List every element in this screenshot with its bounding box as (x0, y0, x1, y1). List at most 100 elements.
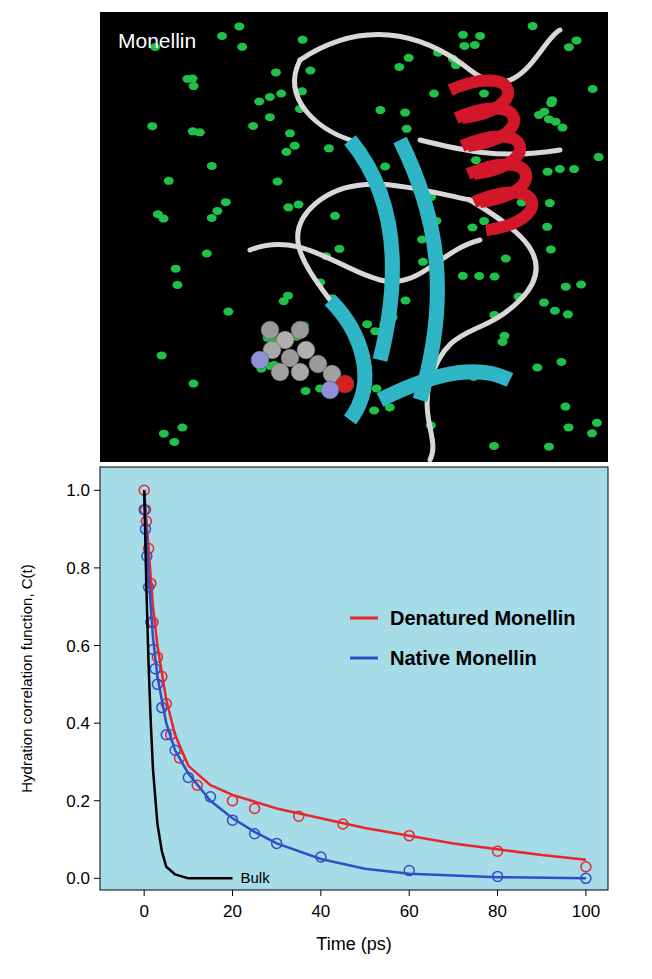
data-line (144, 490, 232, 878)
water-dot (563, 310, 573, 318)
water-dot (587, 429, 597, 437)
water-dot (171, 265, 181, 273)
water-dot (265, 93, 275, 101)
water-dot (594, 153, 604, 161)
water-dot (159, 430, 169, 438)
water-dot (500, 332, 510, 340)
water-dot (248, 122, 258, 130)
legend-label: Native Monellin (390, 647, 537, 669)
x-tick (232, 890, 233, 896)
water-dot (372, 385, 382, 393)
helix-turn (474, 193, 532, 230)
water-dot (298, 36, 308, 44)
atom (291, 363, 309, 381)
y-tick (94, 723, 100, 724)
water-dot (271, 68, 281, 76)
x-tick (497, 890, 498, 896)
y-tick-label: 0.8 (66, 559, 90, 578)
y-tick (94, 800, 100, 801)
water-dot (212, 207, 222, 215)
water-dot (490, 273, 500, 281)
y-tick (94, 878, 100, 879)
water-dot (294, 201, 304, 209)
water-dot (202, 250, 212, 258)
water-dot (290, 142, 300, 150)
water-dot (330, 212, 340, 220)
water-dot (418, 258, 428, 266)
water-dot (283, 203, 293, 211)
water-dot (221, 198, 231, 206)
water-dot (588, 85, 598, 93)
y-tick-label: 0.2 (66, 792, 90, 811)
water-dot (402, 125, 412, 133)
water-dot (558, 124, 568, 132)
protein-image: Monellin (100, 12, 608, 462)
water-dot (265, 113, 275, 121)
water-dot (207, 214, 217, 222)
helix (450, 81, 532, 230)
water-dot (189, 380, 199, 388)
atom (321, 381, 339, 399)
water-dot (324, 144, 334, 152)
water-dot (237, 43, 247, 51)
atom (271, 363, 289, 381)
water-dot (375, 106, 385, 114)
strand (400, 140, 437, 400)
water-dot (542, 223, 552, 231)
water-dot (561, 283, 571, 291)
water-dot (546, 245, 556, 253)
data-line (144, 490, 586, 878)
water-dot (164, 177, 174, 185)
y-tick-label: 0.6 (66, 637, 90, 656)
water-dot (281, 148, 291, 156)
water-dot (468, 224, 478, 232)
y-tick-label: 0.4 (66, 714, 90, 733)
water-dot (429, 90, 439, 98)
water-dot (564, 43, 574, 51)
plot-area (100, 467, 608, 890)
water-dot (305, 67, 315, 75)
x-tick (320, 890, 321, 896)
atom (251, 351, 269, 369)
water-dot (555, 165, 565, 173)
data-line (144, 490, 586, 859)
water-dot (569, 165, 579, 173)
y-axis-title: Hydration correlation function, C(t) (18, 564, 35, 792)
water-dot (394, 63, 404, 71)
coil (250, 240, 480, 282)
water-dot (273, 178, 283, 186)
strand (380, 372, 510, 400)
water-dot (189, 82, 199, 90)
water-dot (556, 358, 566, 366)
water-dot (564, 423, 574, 431)
annotation: Bulk (241, 869, 271, 886)
image-title: Monellin (118, 29, 196, 52)
y-tick-label: 1.0 (66, 481, 90, 500)
x-tick-label: 80 (488, 902, 507, 921)
water-dot (400, 109, 410, 117)
x-tick (409, 890, 410, 896)
water-dot (470, 41, 480, 49)
strand (330, 300, 365, 420)
water-dot (560, 403, 570, 411)
water-dot (539, 108, 549, 116)
y-tick (94, 490, 100, 491)
water-dot (159, 215, 169, 223)
y-tick (94, 567, 100, 568)
water-dot (254, 97, 264, 105)
atom (291, 321, 309, 339)
water-dot (380, 163, 390, 171)
water-dot (539, 299, 549, 307)
atom (297, 341, 315, 359)
water-dot (177, 424, 187, 432)
probe-molecule (251, 321, 354, 399)
water-dot (458, 31, 468, 39)
water-dot (528, 22, 538, 30)
x-tick (144, 890, 145, 896)
water-dot (592, 419, 602, 427)
coil (300, 30, 560, 82)
atom (261, 321, 279, 339)
water-dot (458, 272, 468, 280)
water-dot (188, 127, 198, 135)
water-dot (474, 272, 484, 280)
